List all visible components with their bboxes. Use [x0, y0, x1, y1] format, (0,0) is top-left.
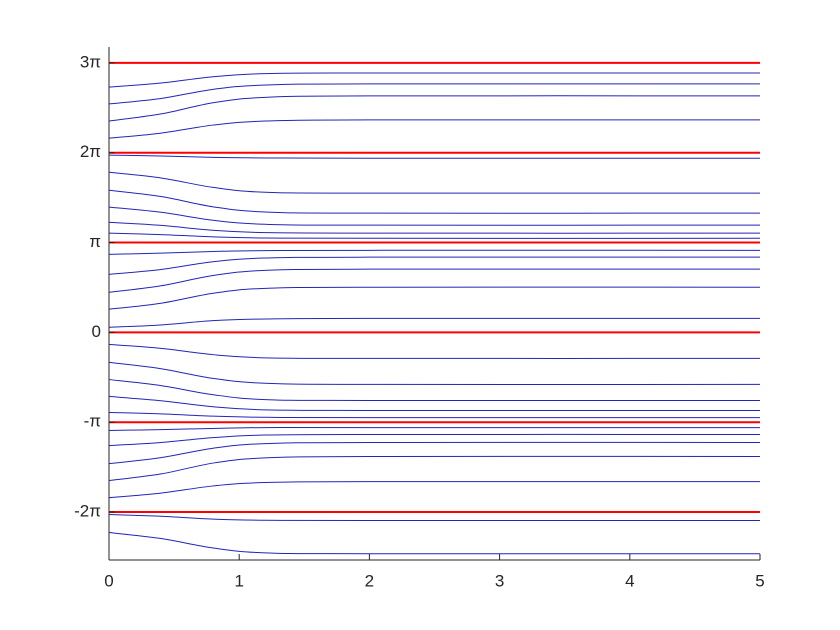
series-line — [108, 206, 761, 226]
y-tick-label: 0 — [92, 322, 101, 341]
x-tick-label: 5 — [755, 571, 764, 590]
y-tick-label: -π — [84, 412, 101, 431]
series-line — [108, 532, 761, 555]
y-tick-label: -2π — [74, 502, 101, 521]
series-line — [108, 154, 761, 159]
series-line — [108, 83, 761, 105]
series-line — [108, 379, 761, 402]
x-tick-label: 2 — [365, 571, 374, 590]
series-line — [108, 232, 761, 239]
x-tick-label: 4 — [625, 571, 634, 590]
series-line — [108, 455, 761, 482]
series-line — [108, 361, 761, 386]
x-tick-label: 0 — [104, 571, 113, 590]
series-line — [108, 119, 761, 139]
series-line — [108, 256, 761, 275]
series-line — [108, 343, 761, 359]
series-line — [108, 249, 761, 255]
series-line — [108, 171, 761, 194]
series-line — [108, 221, 761, 234]
series-line — [108, 433, 761, 447]
series-line — [108, 411, 761, 419]
series-line — [108, 395, 761, 411]
series-line — [108, 95, 761, 122]
series-line — [108, 481, 761, 499]
y-tick-label: 2π — [80, 142, 101, 161]
y-tick-label: π — [89, 232, 101, 251]
x-tick-label: 1 — [234, 571, 243, 590]
series-line — [108, 189, 761, 214]
series-line — [108, 72, 761, 88]
series-line — [108, 427, 761, 431]
y-tick-label: 3π — [80, 52, 101, 71]
x-tick-label: 3 — [495, 571, 504, 590]
series-line — [108, 317, 761, 328]
series-line — [108, 268, 761, 293]
series-line — [108, 286, 761, 310]
series-line — [108, 441, 761, 465]
series-line — [108, 514, 761, 522]
